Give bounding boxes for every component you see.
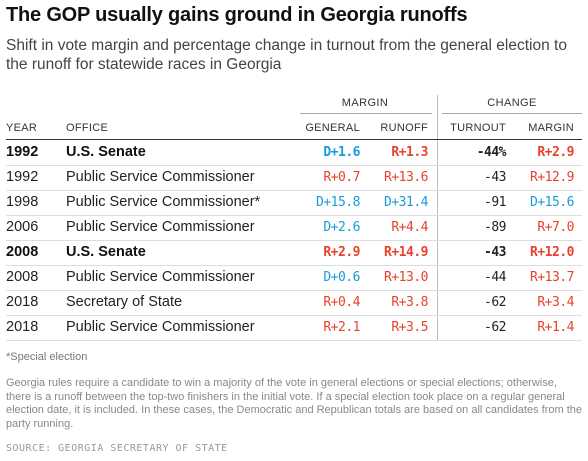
- col-header-runoff: RUNOFF: [380, 122, 428, 134]
- cell-year: 2018: [6, 319, 39, 335]
- table-row: 1992 U.S. Senate D+1.6 R+1.3 -44% R+2.9: [6, 140, 582, 166]
- cell-margin-change: R+13.7: [530, 270, 574, 285]
- cell-general-margin: R+0.4: [323, 295, 360, 310]
- col-header-year: YEAR: [6, 122, 38, 134]
- cell-margin-change: R+2.9: [537, 145, 574, 160]
- group-header-margin: MARGIN: [341, 97, 389, 109]
- cell-turnout-change: -62: [484, 320, 506, 335]
- cell-year: 2008: [6, 269, 39, 285]
- cell-year: 1992: [6, 169, 39, 185]
- col-header-margin: MARGIN: [528, 122, 574, 134]
- cell-general-margin: R+2.9: [323, 245, 360, 260]
- chart-subtitle: Shift in vote margin and percentage chan…: [6, 37, 567, 73]
- cell-margin-change: R+12.9: [530, 170, 574, 185]
- cell-runoff-margin: R+14.9: [384, 245, 428, 260]
- cell-margin-change: R+7.0: [537, 220, 574, 235]
- cell-year: 2006: [6, 219, 39, 235]
- col-header-office: OFFICE: [66, 122, 109, 134]
- cell-year: 1998: [6, 194, 39, 210]
- cell-office: U.S. Senate: [66, 144, 146, 160]
- cell-turnout-change: -91: [484, 195, 506, 210]
- cell-runoff-margin: D+31.4: [384, 195, 428, 210]
- cell-runoff-margin: R+13.0: [384, 270, 428, 285]
- cell-year: 2018: [6, 294, 39, 310]
- cell-office: Public Service Commissioner: [66, 319, 255, 335]
- cell-office: Public Service Commissioner*: [66, 194, 261, 210]
- cell-office: Public Service Commissioner: [66, 269, 255, 285]
- methodology-note: Georgia rules require a candidate to win…: [6, 377, 583, 430]
- cell-turnout-change: -43: [484, 245, 506, 260]
- cell-margin-change: R+3.4: [537, 295, 574, 310]
- table-row: 1992 Public Service Commissioner R+0.7 R+13…: [6, 165, 582, 191]
- group-rule-change: [442, 113, 582, 114]
- col-header-general: GENERAL: [305, 122, 360, 134]
- cell-margin-change: R+1.4: [537, 320, 574, 335]
- table-row: 2008 U.S. Senate R+2.9 R+14.9 -43 R+12.0: [6, 240, 582, 266]
- cell-general-margin: D+1.6: [323, 145, 360, 160]
- col-header-turnout: TURNOUT: [450, 122, 506, 134]
- column-divider: [437, 95, 438, 340]
- group-header-change: CHANGE: [487, 97, 537, 109]
- cell-office: Public Service Commissioner: [66, 169, 255, 185]
- source-line: SOURCE: GEORGIA SECRETARY OF STATE: [6, 443, 228, 454]
- chart-title: The GOP usually gains ground in Georgia …: [6, 4, 468, 26]
- footnote: *Special election: [6, 351, 88, 363]
- cell-turnout-change: -43: [484, 170, 506, 185]
- cell-office: U.S. Senate: [66, 244, 146, 260]
- table-row: 2018 Public Service Commissioner R+2.1 R+3.…: [6, 315, 582, 341]
- cell-runoff-margin: R+3.8: [391, 295, 428, 310]
- cell-general-margin: D+0.6: [323, 270, 360, 285]
- cell-turnout-change: -44: [484, 270, 506, 285]
- cell-year: 2008: [6, 244, 39, 260]
- header-rule: [6, 139, 582, 140]
- cell-turnout-change: -44%: [476, 145, 507, 160]
- cell-margin-change: D+15.6: [530, 195, 574, 210]
- cell-turnout-change: -89: [484, 220, 506, 235]
- cell-margin-change: R+12.0: [530, 245, 574, 260]
- cell-runoff-margin: R+13.6: [384, 170, 428, 185]
- cell-turnout-change: -62: [484, 295, 506, 310]
- table-row: 2006 Public Service Commissioner D+2.6 R+4.…: [6, 215, 582, 241]
- table-row: 2018 Secretary of State R+0.4 R+3.8 -62 R+3.4: [6, 290, 582, 316]
- cell-general-margin: R+2.1: [323, 320, 360, 335]
- cell-office: Secretary of State: [66, 294, 183, 310]
- cell-general-margin: D+15.8: [316, 195, 360, 210]
- cell-office: Public Service Commissioner: [66, 219, 255, 235]
- cell-runoff-margin: R+1.3: [391, 145, 428, 160]
- table-row: 1998 Public Service Commissioner* D+15.8 D+…: [6, 190, 582, 216]
- table-row: 2008 Public Service Commissioner D+0.6 R+13…: [6, 265, 582, 291]
- cell-runoff-margin: R+3.5: [391, 320, 428, 335]
- cell-year: 1992: [6, 144, 39, 160]
- cell-runoff-margin: R+4.4: [391, 220, 428, 235]
- cell-general-margin: D+2.6: [323, 220, 360, 235]
- group-rule-margin: [300, 113, 432, 114]
- cell-general-margin: R+0.7: [323, 170, 360, 185]
